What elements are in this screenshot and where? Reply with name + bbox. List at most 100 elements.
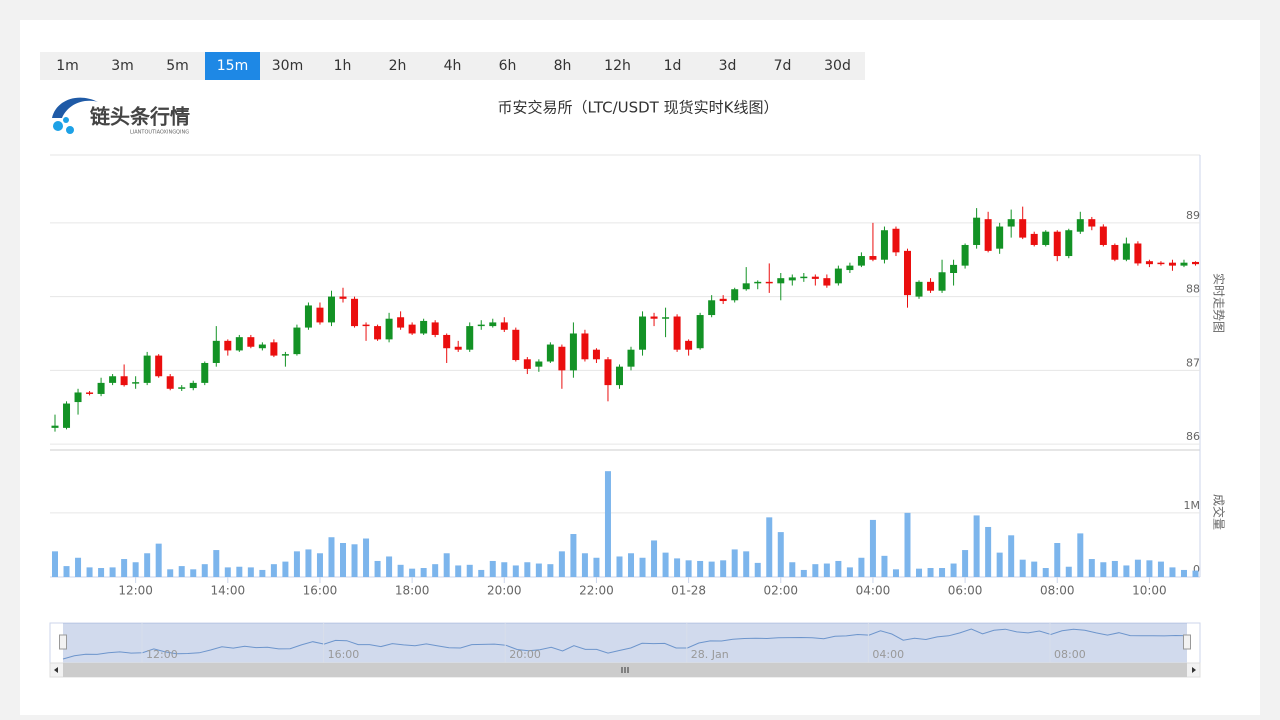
volume-bar — [478, 569, 485, 577]
interval-button[interactable]: 5m — [166, 58, 189, 74]
volume-bar — [800, 569, 807, 577]
interval-button[interactable]: 4h — [443, 58, 462, 74]
interval-button[interactable]: 7d — [773, 58, 792, 74]
navigator-label: 20:00 — [509, 648, 541, 661]
volume-bar — [386, 556, 393, 577]
volume-bar — [766, 517, 773, 577]
volume-bar — [282, 561, 289, 577]
navigator-handle[interactable] — [1183, 634, 1191, 650]
candle-body — [1099, 226, 1107, 245]
candle-body — [51, 425, 59, 428]
volume-bar — [420, 568, 427, 577]
candle-body — [1088, 219, 1096, 227]
volume-bar — [409, 568, 416, 577]
candle-body — [846, 265, 854, 271]
volume-bar — [916, 568, 923, 577]
volume-bar — [1008, 535, 1015, 577]
scrollbar-arrow — [54, 667, 58, 673]
candle-body — [189, 382, 197, 389]
volume-bar — [1031, 561, 1038, 577]
y-tick-label: 89 — [1186, 209, 1200, 222]
interval-button[interactable]: 30m — [271, 58, 304, 74]
interval-button[interactable]: 15m — [205, 52, 260, 80]
candle-body — [63, 403, 71, 428]
logo-mark — [52, 97, 98, 118]
candle-body — [281, 354, 289, 356]
volume-bar — [52, 551, 58, 577]
y-tick-label: 87 — [1186, 356, 1200, 369]
interval-button[interactable]: 1h — [333, 58, 352, 74]
x-tick-label: 02:00 — [763, 584, 798, 598]
interval-button[interactable]: 6h — [498, 58, 517, 74]
interval-button[interactable]: 2h — [388, 58, 407, 74]
interval-button[interactable]: 30d — [824, 58, 851, 74]
candle-body — [685, 340, 693, 350]
candle-body — [489, 322, 497, 327]
candle-body — [1007, 219, 1015, 227]
y-axis-label: 成交量 — [1212, 494, 1227, 530]
volume-bar — [535, 563, 542, 577]
logo-dot — [53, 121, 63, 131]
candle-body — [247, 337, 255, 347]
interval-button[interactable]: 1m — [56, 58, 79, 74]
y-axis-label: 实时走势图 — [1212, 273, 1227, 333]
candle-body — [443, 334, 451, 349]
candle-body — [535, 361, 543, 367]
volume-bar — [489, 560, 496, 577]
candle-body — [1180, 262, 1188, 266]
x-tick-label: 10:00 — [1132, 584, 1167, 598]
candle-body — [362, 324, 370, 327]
candle-body — [512, 329, 520, 361]
candle-body — [950, 264, 958, 273]
candle-body — [339, 296, 347, 299]
candle-body — [466, 326, 474, 350]
candle-body — [385, 318, 393, 340]
candle-body — [834, 268, 842, 284]
volume-bar — [1054, 543, 1061, 577]
candle-body — [627, 349, 635, 367]
candle-body — [155, 355, 163, 377]
candle-body — [1019, 219, 1027, 238]
navigator-handle[interactable] — [59, 634, 67, 650]
navigator-selection — [63, 623, 1187, 663]
candle-body — [719, 298, 727, 302]
candle-body — [397, 317, 405, 328]
candle-body — [523, 359, 531, 369]
candle-body — [1111, 244, 1119, 260]
volume-bar — [1157, 561, 1164, 577]
interval-button[interactable]: 12h — [604, 58, 631, 74]
volume-bar — [651, 540, 658, 577]
volume-bar — [869, 519, 876, 577]
scrollbar-grip — [621, 667, 629, 673]
candle-body — [1145, 261, 1153, 265]
volume-bar — [432, 564, 439, 577]
candle-body — [109, 376, 117, 383]
interval-button[interactable]: 8h — [553, 58, 572, 74]
candle-body — [132, 382, 140, 384]
interval-button[interactable]: 1d — [663, 58, 682, 74]
navigator-label: 12:00 — [146, 648, 178, 661]
candle-body — [662, 317, 670, 319]
x-tick-label: 06:00 — [948, 584, 983, 598]
candle-body — [938, 272, 946, 291]
y-tick-label: 1M — [1184, 499, 1201, 512]
candle-body — [1168, 262, 1176, 266]
candle-body — [592, 349, 600, 360]
volume-bar — [328, 537, 335, 577]
navigator-label: 28. Jan — [691, 648, 729, 661]
x-tick-label: 16:00 — [303, 584, 338, 598]
volume-bar — [685, 560, 692, 577]
interval-button[interactable]: 3d — [718, 58, 737, 74]
toolbar: 1m 3m 5m 15m 30m 1h 2h 4h 6h 8h 12h 1d 3d 7d 30d — [40, 52, 865, 80]
volume-bar — [167, 569, 174, 577]
volume-bar — [455, 565, 462, 577]
x-tick-label: 20:00 — [487, 584, 522, 598]
volume-bar — [1111, 560, 1118, 577]
volume-bar — [962, 550, 969, 577]
interval-button[interactable]: 3m — [111, 58, 134, 74]
x-tick-label: 01-28 — [671, 584, 706, 598]
volume-bar — [293, 551, 300, 577]
candle-body — [615, 366, 623, 386]
volume-bar — [86, 567, 93, 577]
